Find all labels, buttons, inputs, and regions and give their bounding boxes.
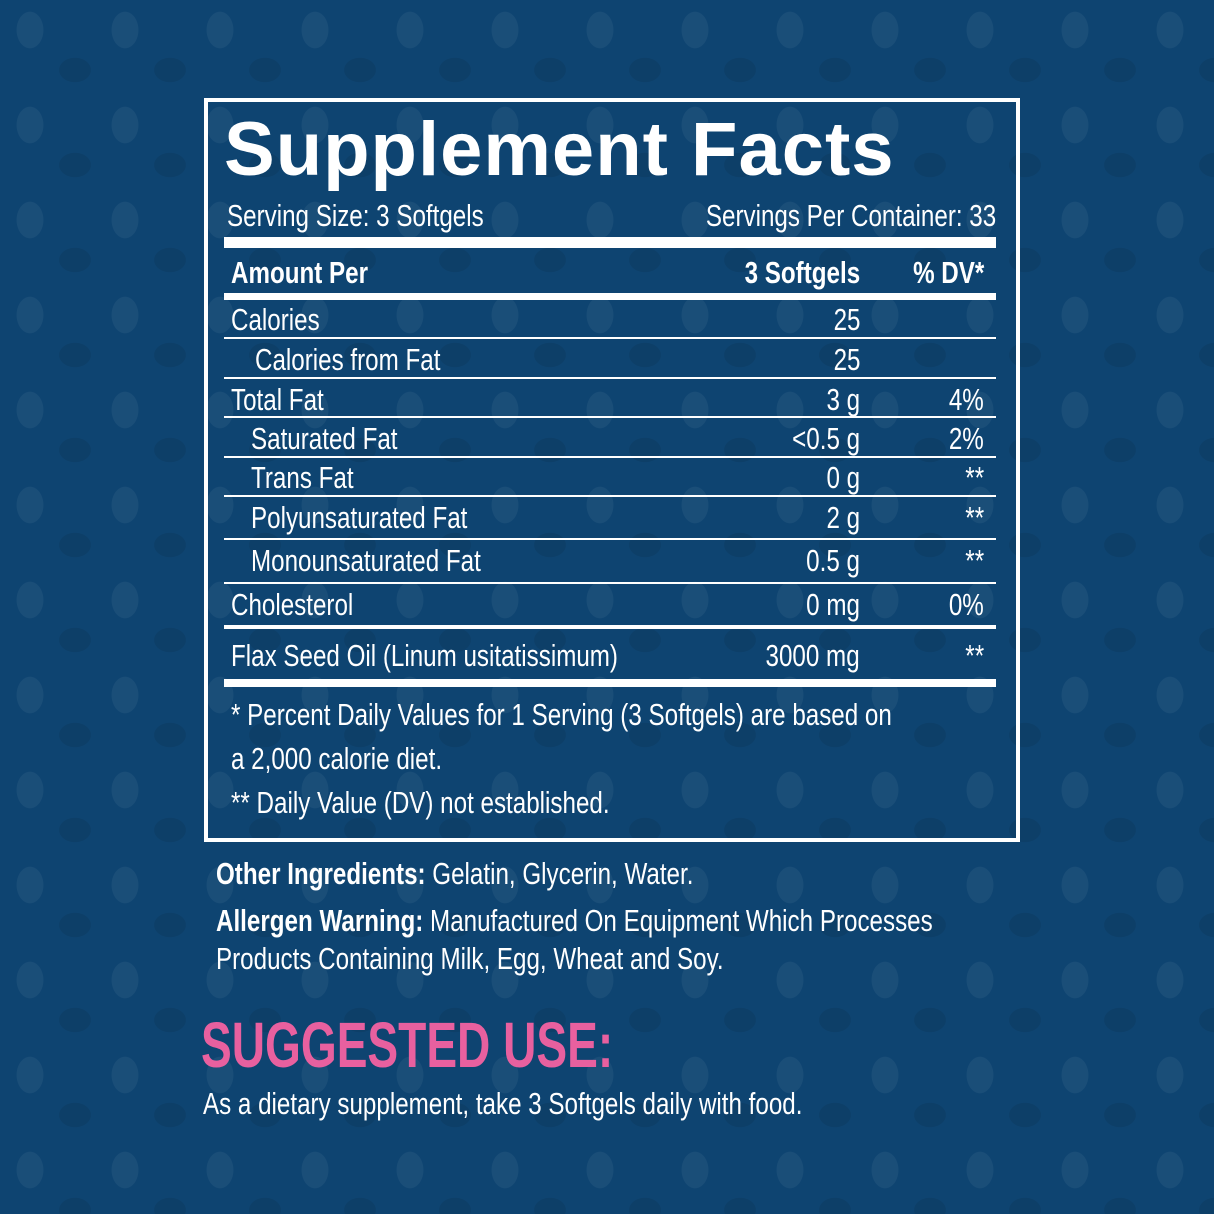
- row-amount: 0.5 g: [806, 543, 860, 578]
- row-amount: 0 g: [826, 460, 860, 495]
- row-divider: [224, 538, 996, 540]
- other-ingredients: Other Ingredients: Gelatin, Glycerin, Wa…: [216, 856, 828, 892]
- serving-size: Serving Size: 3 Softgels: [227, 198, 484, 233]
- row-divider: [224, 495, 996, 497]
- footnote: a 2,000 calorie diet.: [231, 741, 443, 776]
- row-name: Flax Seed Oil (Linum usitatissimum): [231, 638, 618, 673]
- row-divider: [224, 416, 996, 418]
- row-name: Calories: [231, 302, 320, 337]
- row-amount: 0 mg: [806, 587, 860, 622]
- suggested-use-heading: SUGGESTED USE:: [201, 1009, 614, 1081]
- divider-thick: [224, 679, 996, 687]
- allergen-warning-line2: Products Containing Milk, Egg, Wheat and…: [216, 941, 724, 976]
- row-amount: 3000 mg: [765, 638, 860, 673]
- row-name: Saturated Fat: [251, 421, 398, 456]
- row-name: Trans Fat: [251, 460, 354, 495]
- row-name: Cholesterol: [231, 587, 354, 622]
- row-dv: **: [965, 543, 984, 578]
- row-name: Polyunsaturated Fat: [251, 500, 468, 535]
- allergen-warning: Allergen Warning: Manufactured On Equipm…: [216, 903, 1135, 939]
- row-divider: [224, 456, 996, 458]
- divider-thick: [224, 237, 996, 248]
- header-dv: % DV*: [912, 255, 984, 290]
- footnote: ** Daily Value (DV) not established.: [231, 785, 610, 820]
- row-dv: **: [965, 500, 984, 535]
- row-amount: 3 g: [826, 382, 860, 417]
- row-divider: [224, 625, 996, 629]
- divider-thick: [224, 293, 996, 300]
- suggested-use-text: As a dietary supplement, take 3 Softgels…: [203, 1086, 803, 1121]
- other-ingredients-label: Other Ingredients:: [216, 856, 426, 891]
- row-dv: **: [965, 638, 984, 673]
- header-amount-per: Amount Per: [231, 255, 369, 290]
- row-name: Calories from Fat: [255, 342, 441, 377]
- row-amount: 25: [833, 302, 860, 337]
- row-name: Monounsaturated Fat: [251, 543, 481, 578]
- row-name: Total Fat: [231, 382, 324, 417]
- row-divider: [224, 377, 996, 379]
- row-dv: 0%: [949, 587, 984, 622]
- servings-per-container: Servings Per Container: 33: [705, 198, 996, 233]
- allergen-text: Manufactured On Equipment Which Processe…: [423, 903, 933, 938]
- row-dv: **: [965, 460, 984, 495]
- row-amount: 2 g: [826, 500, 860, 535]
- row-amount: 25: [833, 342, 860, 377]
- row-amount: <0.5 g: [792, 421, 860, 456]
- row-dv: 2%: [949, 421, 984, 456]
- row-divider: [224, 337, 996, 339]
- other-ingredients-text: Gelatin, Glycerin, Water.: [425, 856, 694, 891]
- row-dv: 4%: [949, 382, 984, 417]
- header-serving: 3 Softgels: [744, 255, 860, 290]
- row-divider: [224, 582, 996, 584]
- supplement-facts-panel: [204, 98, 1020, 842]
- allergen-label: Allergen Warning:: [216, 903, 424, 938]
- footnote: * Percent Daily Values for 1 Serving (3 …: [231, 697, 892, 732]
- panel-title: Supplement Facts: [224, 107, 895, 192]
